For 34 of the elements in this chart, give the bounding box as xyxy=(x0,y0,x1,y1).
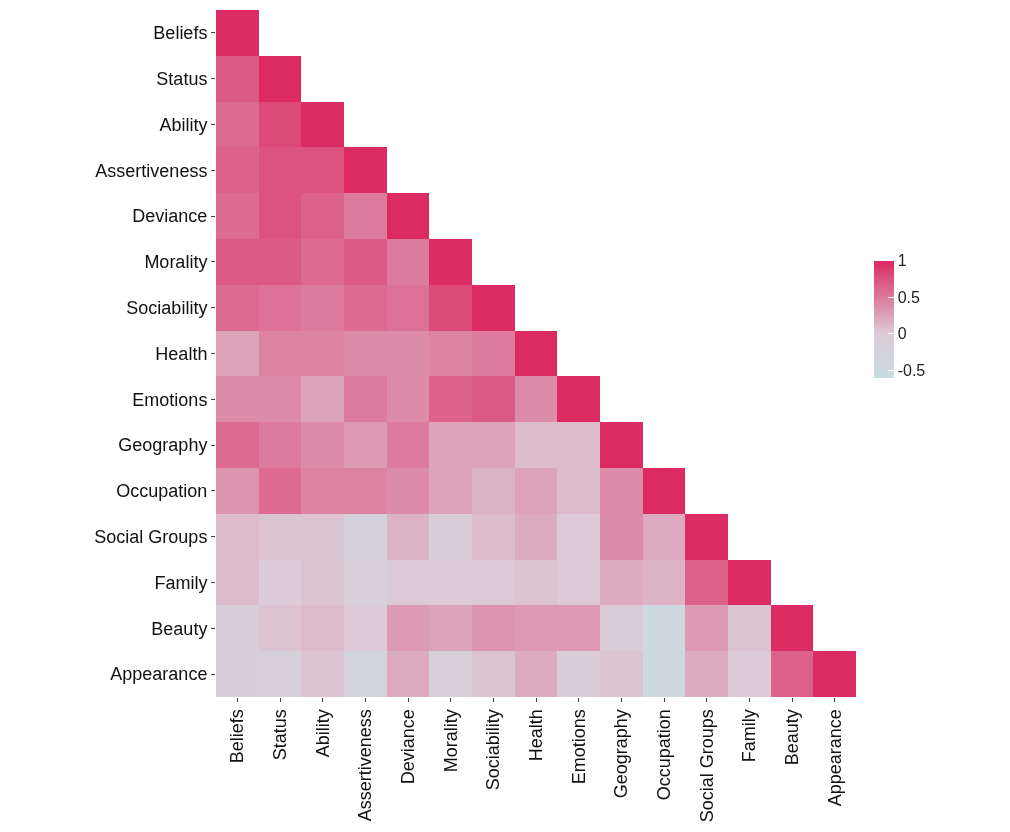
x-tick-label: Status xyxy=(269,709,290,761)
y-tick-label: Sociability xyxy=(126,298,208,318)
color-bar-label: -0.5 xyxy=(897,361,926,379)
y-tick-label: Beliefs xyxy=(153,23,208,44)
y-tick-label: Ability xyxy=(159,114,208,135)
color-bar-label: 1 xyxy=(897,252,907,270)
y-tick-label: Beauty xyxy=(151,618,208,639)
x-tick-label: Family xyxy=(739,709,760,763)
color-bar-label: 0 xyxy=(897,325,907,343)
y-tick-label: Emotions xyxy=(132,389,208,410)
x-tick-label: Health xyxy=(525,709,546,762)
y-tick-label: Deviance xyxy=(132,206,208,227)
y-tick-label: Social Groups xyxy=(94,527,208,547)
x-tick-label: Sociability xyxy=(483,709,504,791)
x-tick-label: Occupation xyxy=(653,709,674,801)
x-tick-label: Ability xyxy=(312,709,333,758)
x-tick-label: Geography xyxy=(611,709,632,799)
x-tick-label: Beauty xyxy=(781,709,802,766)
y-tick-label: Geography xyxy=(118,435,208,456)
y-tick-label: Assertiveness xyxy=(95,160,208,181)
y-tick-label: Family xyxy=(154,572,208,593)
y-tick-label: Appearance xyxy=(110,664,208,685)
x-tick-label: Morality xyxy=(440,709,461,773)
y-tick-label: Status xyxy=(156,69,208,89)
x-tick-label: Beliefs xyxy=(227,709,248,764)
y-tick-label: Morality xyxy=(144,252,208,273)
x-tick-label: Deviance xyxy=(397,709,418,785)
y-tick-label: Health xyxy=(155,343,208,364)
x-tick-label: Emotions xyxy=(568,709,589,785)
y-tick-label: Occupation xyxy=(116,481,208,502)
x-tick-label: Appearance xyxy=(824,709,845,807)
color-bar-label: 0.5 xyxy=(897,288,921,306)
x-tick-label: Assertiveness xyxy=(355,709,376,822)
x-tick-label: Social Groups xyxy=(696,709,717,823)
